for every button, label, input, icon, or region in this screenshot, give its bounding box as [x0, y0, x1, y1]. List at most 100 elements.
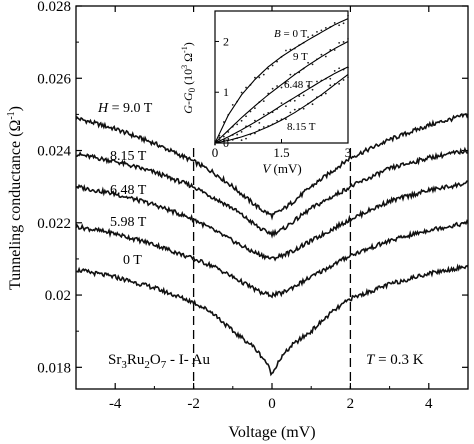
inset-data-point	[333, 22, 336, 24]
inset-data-point	[342, 22, 345, 25]
inset-data-point	[240, 91, 243, 94]
inset-data-point	[285, 118, 287, 121]
inset-data-point	[311, 63, 314, 66]
inset-data-point	[227, 137, 230, 140]
curve-label-9T: H = 9.0 T	[97, 101, 153, 116]
series-line	[75, 263, 469, 377]
inset-fit-line	[214, 40, 349, 144]
y-tick-label: 0.028	[37, 0, 71, 15]
inset-data-point	[329, 84, 332, 87]
inset-data-point	[307, 36, 309, 39]
curve-label-598T: 5.98 T	[110, 215, 147, 230]
inset-data-point	[316, 30, 318, 33]
inset-data-point	[285, 105, 287, 108]
inset-data-point	[347, 14, 349, 17]
inset-data-point	[218, 138, 221, 141]
inset-data-point	[338, 82, 341, 85]
inset-data-point	[347, 37, 349, 40]
inset-data-point	[262, 126, 265, 128]
inset-data-point	[302, 107, 305, 110]
curve-label-0T: 0 T	[123, 253, 142, 268]
inset-data-point	[214, 143, 216, 146]
inset-data-point	[262, 113, 265, 116]
y-tick-label: 0.022	[37, 216, 71, 232]
inset-data-point	[254, 119, 256, 122]
inset-data-point	[262, 100, 265, 103]
y-axis-label: Tunneling conductance (Ω-1)	[6, 106, 24, 290]
inset-data-point	[307, 85, 309, 87]
inset-data-point	[289, 111, 292, 114]
inset-data-point	[276, 119, 278, 122]
inset-fit-line	[214, 66, 349, 144]
inset-data-point	[240, 119, 243, 122]
inset-data-point	[289, 73, 292, 76]
temperature-label: T = 0.3 K	[366, 352, 424, 368]
inset-data-point	[316, 80, 318, 83]
inset-data-point	[333, 49, 336, 51]
inset-data-point	[245, 137, 247, 140]
inset-data-point	[324, 27, 327, 29]
inset-data-point	[271, 87, 274, 90]
inset-axis-ticks: 0 1.5 3 0 1 2	[212, 34, 352, 160]
inset-data-point	[338, 24, 341, 27]
inset-data-point	[285, 49, 287, 52]
inset-data-point	[240, 130, 243, 133]
inset-data-point	[236, 133, 239, 136]
inset-data-point	[298, 95, 301, 98]
x-tick-label: 4	[425, 396, 433, 412]
x-tick-label: -4	[109, 396, 122, 412]
inset-x-tick-label: 3	[345, 145, 352, 160]
inset-data-point	[262, 73, 265, 76]
x-tick-label: -2	[187, 396, 200, 412]
inset-data-point	[218, 136, 221, 139]
inset-data-point	[307, 61, 309, 64]
inset-data-point	[254, 107, 256, 110]
inset-y-tick-label: 2	[223, 34, 229, 48]
inset-label-0T: B = 0 T	[274, 28, 307, 40]
main-axis-ticks: -4 -2 0 2 4 0.018 0.02 0.022 0.024 0.026 0.028	[37, 0, 469, 412]
curve-label-648T: 6.48 T	[110, 183, 147, 198]
inset-y-label: G-G0 (103 Ω-1)	[180, 42, 197, 113]
inset-data-point	[222, 135, 225, 138]
inset-data-point	[258, 121, 261, 124]
inset-x-tick-label: 1.5	[273, 145, 289, 160]
inset-data-point	[333, 70, 336, 72]
inset-data-point	[293, 99, 296, 102]
inset-data-point	[245, 115, 247, 118]
inset-data-point	[276, 60, 278, 63]
y-tick-label: 0.018	[37, 360, 71, 376]
inset-data-point	[320, 53, 323, 56]
inset-data-point	[240, 139, 243, 142]
inset-data-point	[249, 125, 252, 128]
inset-data-point	[231, 103, 234, 106]
inset-label-9T: 9 T	[293, 51, 308, 63]
x-axis-label: Voltage (mV)	[228, 424, 315, 441]
inset-data-point	[271, 64, 274, 67]
inset-data-point	[311, 88, 314, 91]
y-tick-label: 0.026	[37, 71, 71, 87]
sample-label: Sr3Ru2O7 - I- Au	[108, 352, 210, 371]
inset-data-point	[267, 67, 270, 70]
inset-data-point	[338, 41, 341, 44]
inset-x-label: V (mV)	[262, 161, 301, 176]
inset-frame	[214, 10, 349, 144]
inset-label-648T: 6.48 T	[284, 79, 313, 91]
inset-label-815T: 8.15 T	[287, 121, 316, 133]
series-line	[75, 180, 469, 262]
series-line	[75, 219, 469, 299]
inset-data-point	[245, 86, 247, 89]
inset-chart: 0 1.5 3 0 1 2 B = 0 T 9 T 6.48 T 8.15 T V (mV…	[180, 10, 352, 176]
inset-data-point	[311, 103, 314, 106]
inset-data-point	[324, 92, 327, 95]
curve-label-815T: 8.15 T	[110, 149, 147, 164]
dashed-reference-lines	[192, 148, 352, 389]
inset-data-point	[276, 85, 278, 87]
inset-data-point	[324, 55, 327, 58]
inset-y-tick-label: 0	[223, 136, 229, 150]
inset-x-tick-label: 0	[212, 145, 219, 160]
y-tick-label: 0.02	[45, 288, 71, 304]
inset-data-point	[293, 108, 296, 111]
inset-series-group	[214, 14, 349, 146]
inset-data-point	[236, 123, 239, 126]
